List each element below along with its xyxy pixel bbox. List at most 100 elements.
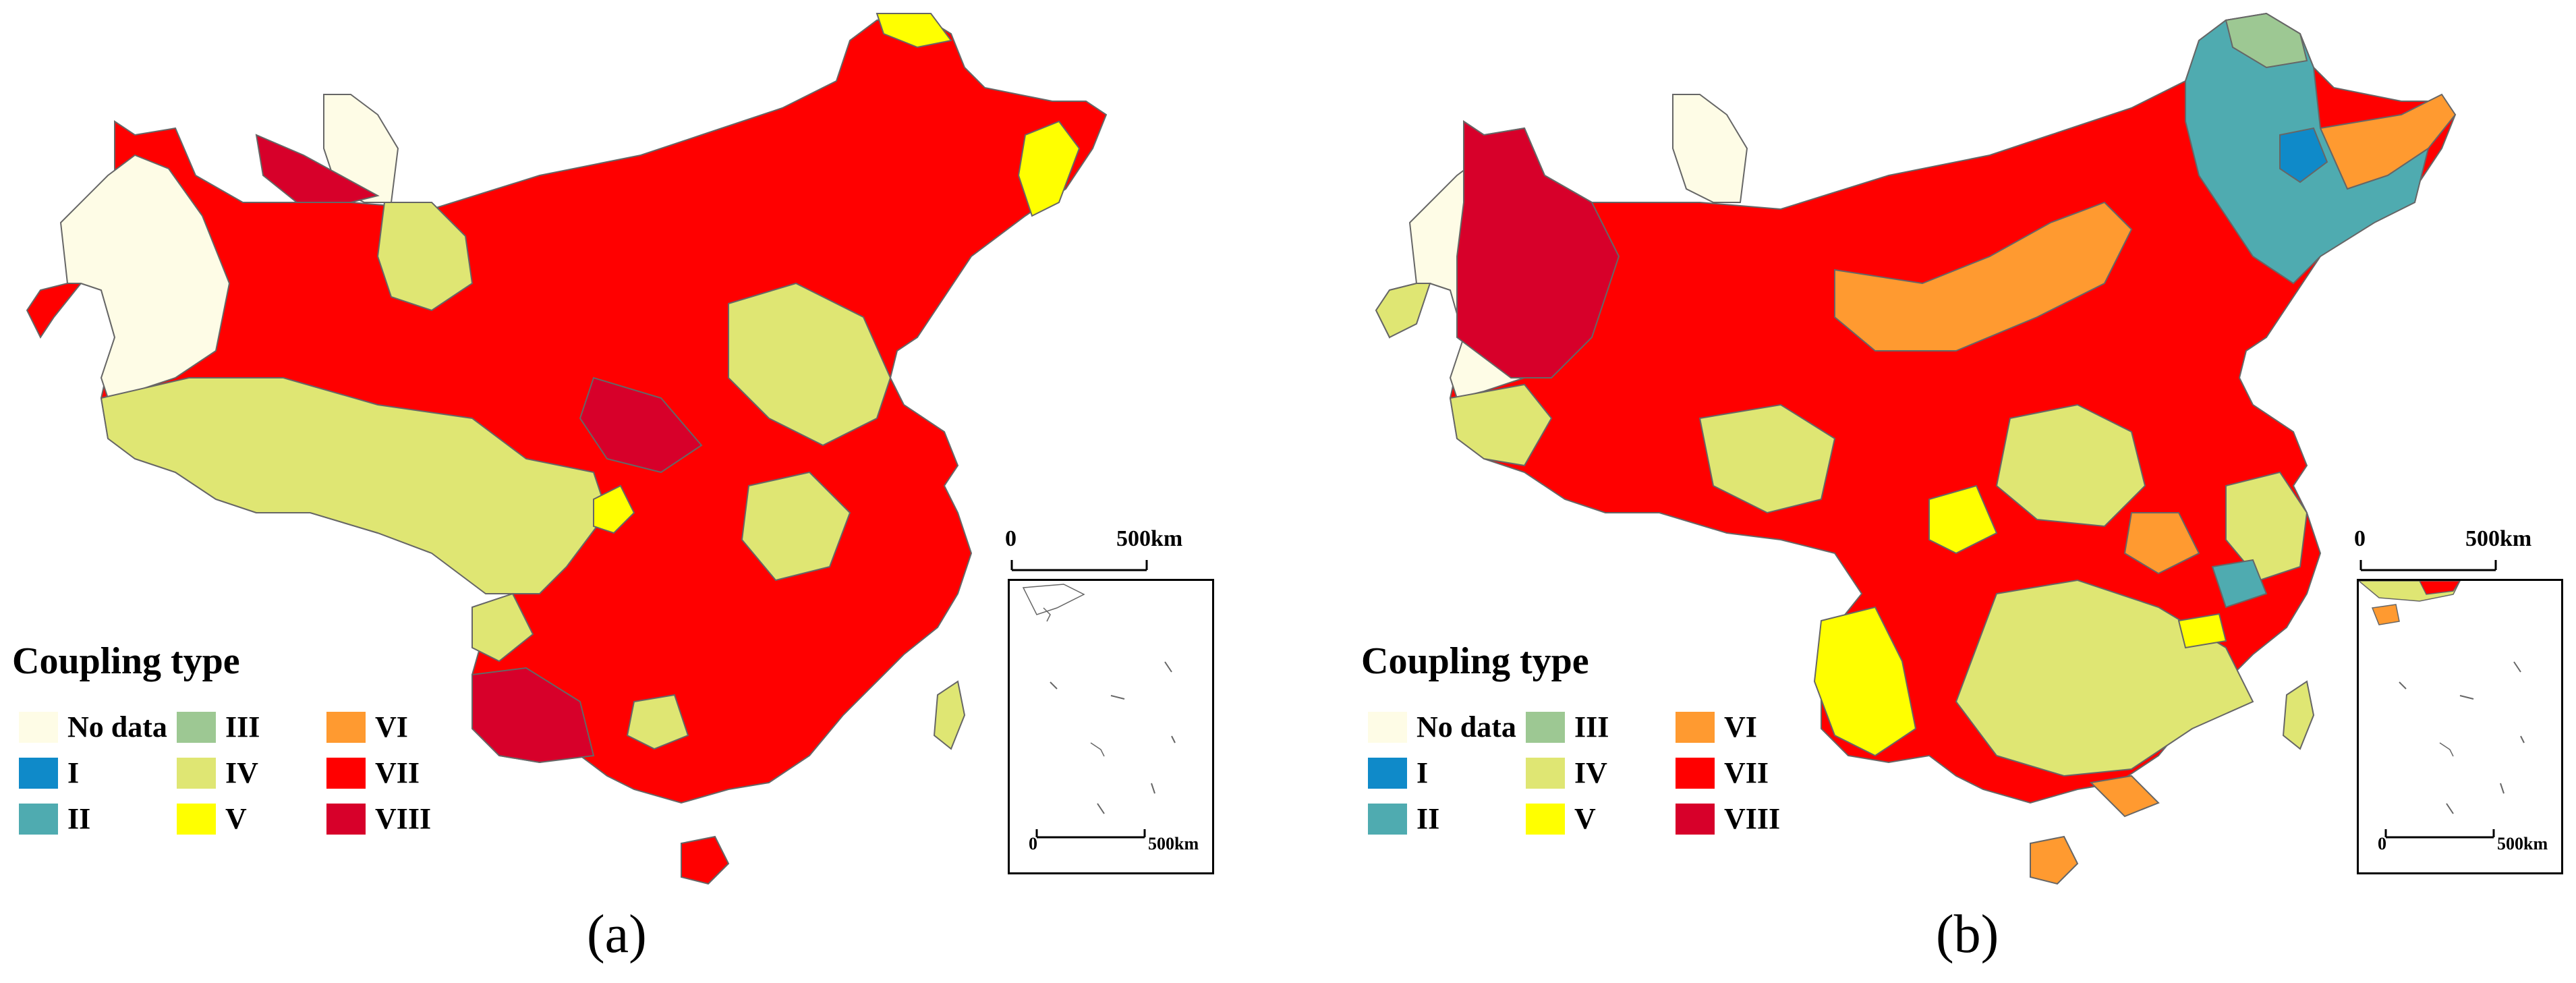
legend-swatch <box>326 803 366 835</box>
region-hainan-b <box>2030 835 2079 885</box>
region-nodata-a <box>59 154 231 399</box>
region-iv-east-b <box>2225 471 2308 582</box>
legend-swatch <box>1526 711 1565 743</box>
region-viii-xj-b <box>1456 120 1620 378</box>
legend-item-ii-a: II <box>19 802 90 836</box>
legend-swatch <box>177 711 216 743</box>
legend-item-iii-b: III <box>1526 710 1609 744</box>
panel-label-a: (a) <box>587 905 647 964</box>
legend-item-i-b: I <box>1368 756 1428 790</box>
map-a <box>26 12 1148 885</box>
region-iv-north-a <box>376 202 474 312</box>
legend-item-vi-a: VI <box>326 710 408 744</box>
legend-item-iv-b: IV <box>1526 756 1607 790</box>
region-iv-c4-a <box>471 592 534 663</box>
legend-swatch <box>1368 803 1407 835</box>
region-iv-c3-a <box>626 694 689 750</box>
legend-label: No data <box>1416 710 1516 743</box>
legend-swatch <box>1526 757 1565 789</box>
region-taiwan-b <box>2282 680 2315 750</box>
legend-swatch <box>326 757 366 789</box>
region-v-e-b <box>2177 613 2227 649</box>
legend-swatch <box>326 711 366 743</box>
legend-swatch <box>19 757 58 789</box>
legend-label: I <box>67 756 80 789</box>
legend-label: VIII <box>1724 802 1781 835</box>
region-iv-south-b <box>1955 579 2254 777</box>
legend-label: III <box>225 710 260 743</box>
region-v-c-a <box>593 484 635 534</box>
legend-swatch <box>1368 711 1407 743</box>
legend-label: IV <box>1574 756 1607 789</box>
region-nodata-b2 <box>1672 94 1748 203</box>
legend-item-i-a: I <box>19 756 79 790</box>
panel-label-b: (b) <box>1936 905 1999 964</box>
region-iv-sw-b <box>1449 383 1553 467</box>
map-panel-a: 0 500km 0 500km Coupling type No data I … <box>0 0 1285 983</box>
region-v-ne2-a <box>1017 120 1081 217</box>
inset-scale-end-b: 500km <box>2497 834 2548 853</box>
legend-swatch <box>1676 757 1715 789</box>
legend-swatch <box>19 711 58 743</box>
legend-item-vi-b: VI <box>1676 710 1757 744</box>
inset-svg-b <box>2357 580 2525 839</box>
legend-item-nodata-a: No data <box>19 710 167 744</box>
legend-item-v-a: V <box>177 802 247 836</box>
legend-label: VIII <box>375 802 432 835</box>
scale-end-a: 500km <box>1116 526 1183 551</box>
legend-label: II <box>67 802 91 835</box>
map-panel-b: 0 500km 0 500km Coupling type No data I … <box>1349 0 2576 983</box>
region-vi-c-b <box>2123 512 2200 575</box>
inset-scale-end-a: 500km <box>1148 834 1199 853</box>
legend-title-b: Coupling type <box>1361 640 1589 682</box>
legend-label: VI <box>1724 710 1757 743</box>
legend-label: No data <box>67 710 167 743</box>
legend-swatch <box>1676 711 1715 743</box>
legend-item-iii-a: III <box>177 710 260 744</box>
legend-item-v-b: V <box>1526 802 1596 836</box>
region-iv-west-b <box>1375 283 1431 339</box>
region-i-ne-b <box>2279 127 2328 184</box>
inset-scale-start-a: 0 <box>1029 834 1037 853</box>
legend-label: I <box>1416 756 1429 789</box>
region-vi-se-b <box>2089 775 2160 818</box>
legend-label: IV <box>225 756 258 789</box>
region-viii-c-a <box>579 376 703 474</box>
legend-swatch <box>1368 757 1407 789</box>
legend-title-a: Coupling type <box>12 640 240 682</box>
legend-label: VI <box>375 710 408 743</box>
inset-scale-start-b: 0 <box>2378 834 2386 853</box>
scale-start-a: 0 <box>1005 526 1017 551</box>
region-iii-ne-b <box>2225 12 2308 69</box>
legend-item-viii-a: VIII <box>326 802 431 836</box>
legend-swatch <box>1676 803 1715 835</box>
region-viii-sw-a <box>471 667 595 764</box>
region-iv-qh-b <box>1698 403 1836 514</box>
legend-label: V <box>225 802 247 835</box>
region-vi-im-b <box>1834 201 2133 352</box>
map-b <box>1375 12 2497 885</box>
region-v-sw-b <box>1813 606 1917 757</box>
legend-swatch <box>19 803 58 835</box>
legend-swatch <box>177 803 216 835</box>
region-iv-center-b <box>1995 403 2146 528</box>
legend-item-iv-a: IV <box>177 756 258 790</box>
inset-map-a: 0 500km <box>1008 579 1214 874</box>
region-iv-c2-a <box>741 471 851 582</box>
legend-label: VII <box>1724 756 1769 789</box>
legend-item-ii-b: II <box>1368 802 1439 836</box>
scale-start-b: 0 <box>2354 526 2366 551</box>
inset-svg-a <box>1022 584 1176 839</box>
inset-map-b: 0 500km <box>2357 579 2563 874</box>
legend-item-vii-b: VII <box>1676 756 1769 790</box>
legend-swatch <box>1526 803 1565 835</box>
legend-item-vii-a: VII <box>326 756 420 790</box>
region-v-ne-a <box>876 13 952 49</box>
region-ii-c-b <box>2211 559 2268 609</box>
legend-label: III <box>1574 710 1609 743</box>
region-hainan-a <box>681 835 730 885</box>
legend-item-viii-b: VIII <box>1676 802 1780 836</box>
legend-label: VII <box>375 756 420 789</box>
region-v-c-b <box>1928 484 1998 555</box>
legend-label: II <box>1416 802 1440 835</box>
